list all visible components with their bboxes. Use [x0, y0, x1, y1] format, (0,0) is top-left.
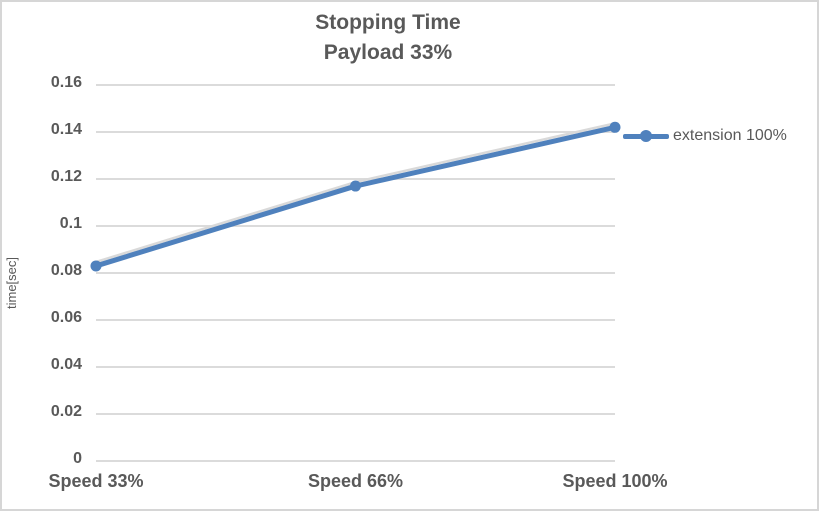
data-point-marker[interactable] [609, 121, 621, 133]
y-tick-label: 0.06 [50, 309, 82, 326]
chart-title-line2: Payload 33% [323, 41, 453, 64]
gridline [96, 131, 615, 133]
data-point-marker[interactable] [90, 260, 102, 272]
legend-line-marker-icon [623, 130, 669, 142]
y-tick-label: 0.16 [50, 74, 82, 91]
legend-circle-marker-icon [640, 130, 652, 142]
y-tick-label: 0.08 [50, 262, 82, 279]
gridline [96, 272, 615, 274]
x-tick-label: Speed 100% [562, 471, 668, 491]
y-axis-tick-labels: 0 0.02 0.04 0.06 0.08 0.1 0.12 0.14 0.16 [2, 74, 82, 467]
chart-title[interactable]: Stopping Time Payload 33% [2, 8, 774, 68]
data-point-marker[interactable] [350, 180, 361, 192]
gridline [96, 178, 615, 180]
gridline [96, 460, 615, 462]
y-tick-label: 0.14 [50, 121, 82, 138]
y-tick-label: 0.04 [50, 356, 82, 373]
gridline [96, 319, 615, 321]
series-extension-100[interactable] [90, 85, 621, 461]
legend[interactable]: extension 100% [623, 124, 787, 148]
x-tick-label: Speed 66% [307, 471, 404, 491]
gridline [96, 84, 615, 86]
x-axis-tick-labels: Speed 33% Speed 66% Speed 100% [48, 471, 667, 501]
gridline [96, 225, 615, 227]
y-tick-label: 0.1 [59, 215, 82, 232]
gridline [96, 413, 615, 415]
y-tick-label: 0.12 [50, 168, 82, 185]
gridline [96, 366, 615, 368]
series-line[interactable] [93, 124, 618, 269]
legend-label: extension 100% [673, 127, 787, 144]
y-tick-label: 0 [73, 450, 82, 467]
chart-title-line1: Stopping Time [315, 11, 461, 34]
x-tick-label: Speed 33% [48, 471, 144, 491]
plot-area[interactable] [90, 84, 621, 462]
y-tick-label: 0.02 [50, 403, 82, 420]
